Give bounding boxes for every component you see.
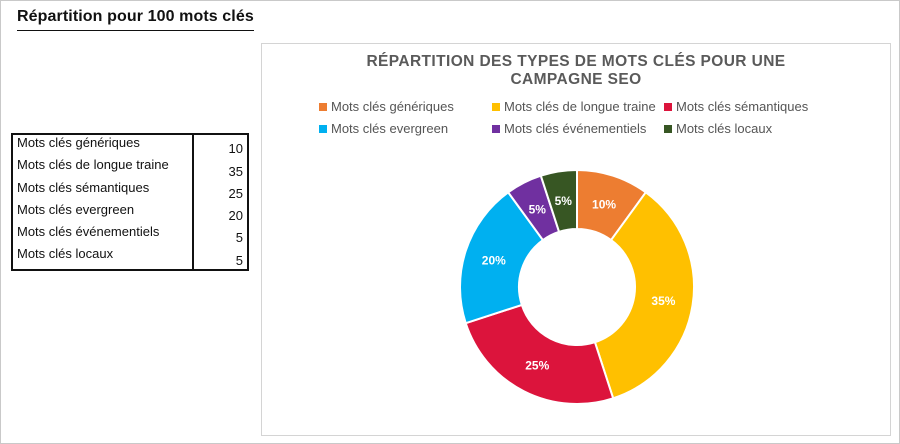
legend-label: Mots clés événementiels	[504, 121, 647, 136]
data-table: Mots clés génériques 10 Mots clés de lon…	[11, 133, 249, 271]
slice-data-label: 5%	[529, 203, 547, 217]
table-row: Mots clés génériques 10	[12, 134, 248, 158]
slice-data-label: 5%	[555, 194, 573, 208]
table-cell-value[interactable]: 5	[235, 230, 243, 246]
table-cell-value[interactable]: 5	[235, 252, 243, 268]
legend-label: Mots clés sémantiques	[676, 99, 809, 114]
table-cell-label[interactable]: Mots clés locaux	[12, 246, 194, 270]
table-cell-value[interactable]: 35	[228, 163, 243, 179]
legend-item[interactable]: Mots clés locaux	[664, 121, 772, 136]
legend-swatch	[319, 124, 327, 133]
table-row: Mots clés événementiels 5	[12, 224, 248, 247]
donut-slice[interactable]	[464, 303, 615, 405]
table-row: Mots clés de longue traine 35	[12, 157, 248, 180]
legend-label: Mots clés locaux	[676, 121, 773, 136]
table-cell-label[interactable]: Mots clés événementiels	[12, 224, 194, 247]
slice-data-label: 20%	[482, 253, 506, 267]
chart-title-line-1: RÉPARTITION DES TYPES DE MOTS CLÉS POUR …	[366, 53, 786, 70]
table-row: Mots clés evergreen 20	[12, 201, 248, 225]
legend-swatch	[664, 124, 672, 133]
legend-swatch	[319, 102, 327, 111]
table-cell-label[interactable]: Mots clés génériques	[12, 134, 194, 158]
slice-data-label: 35%	[651, 294, 675, 308]
table-cell-value[interactable]: 25	[228, 185, 243, 201]
legend-item[interactable]: Mots clés génériques	[319, 99, 454, 114]
table-row: Mots clés sémantiques 25	[12, 179, 248, 202]
slice-data-label: 25%	[525, 358, 549, 372]
table-cell-label[interactable]: Mots clés evergreen	[12, 201, 194, 225]
legend-item[interactable]: Mots clés événementiels	[492, 121, 646, 136]
table-row: Mots clés locaux 5	[12, 246, 248, 270]
legend-swatch	[664, 102, 672, 111]
legend-label: Mots clés de longue traine	[504, 99, 656, 114]
legend-swatch	[492, 124, 500, 133]
legend-swatch	[492, 102, 500, 111]
sheet-title: Répartition pour 100 mots clés	[17, 8, 254, 31]
chart-title-line-2: CAMPAGNE SEO	[510, 71, 642, 88]
slice-data-label: 10%	[592, 197, 616, 211]
table-cell-value[interactable]: 20	[228, 208, 243, 224]
legend-label: Mots clés génériques	[331, 99, 454, 114]
legend-label: Mots clés evergreen	[331, 121, 449, 136]
table-cell-label[interactable]: Mots clés sémantiques	[12, 179, 194, 202]
donut-slice[interactable]	[539, 168, 578, 234]
donut-slice[interactable]	[459, 190, 545, 325]
donut-slice[interactable]	[593, 190, 695, 400]
legend-item[interactable]: Mots clés sémantiques	[664, 99, 808, 114]
legend-item[interactable]: Mots clés evergreen	[319, 121, 448, 136]
legend-item[interactable]: Mots clés de longue traine	[492, 99, 656, 114]
chart-title: RÉPARTITION DES TYPES DE MOTS CLÉS POUR …	[262, 53, 890, 89]
chart-area[interactable]: RÉPARTITION DES TYPES DE MOTS CLÉS POUR …	[261, 43, 891, 436]
table-cell-label[interactable]: Mots clés de longue traine	[12, 157, 194, 180]
table-cell-value[interactable]: 10	[228, 141, 243, 157]
donut-chart: 10% 35% 25% 20% 5% 5%	[459, 168, 695, 405]
